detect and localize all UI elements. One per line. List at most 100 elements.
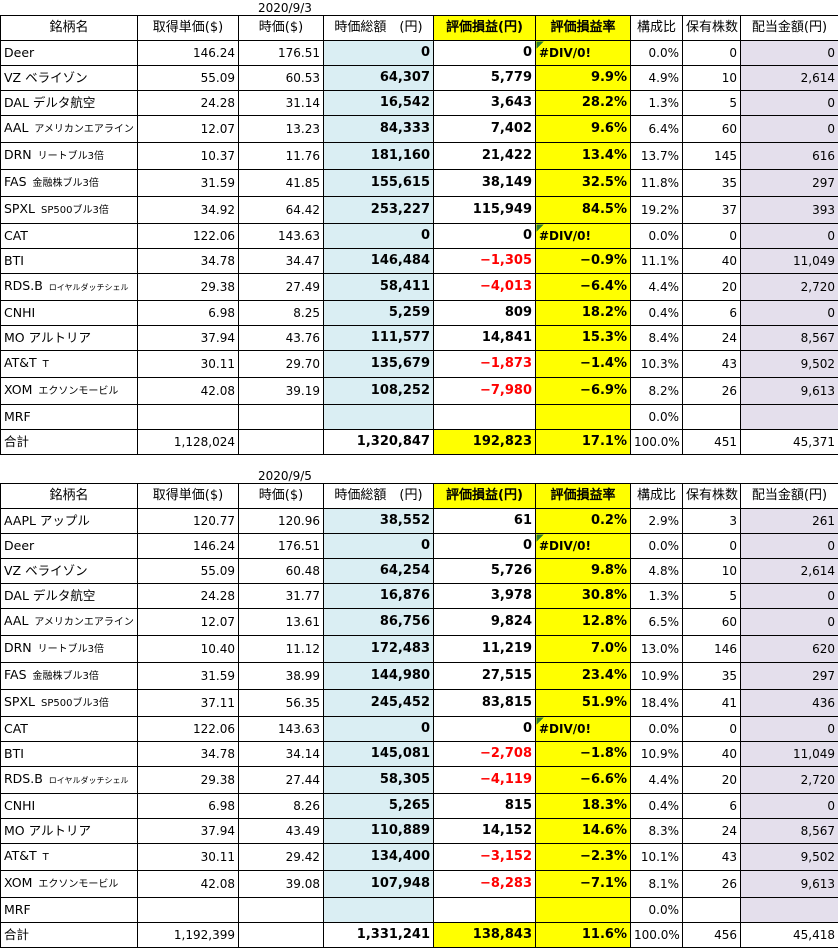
cell-shares: 10 [683,559,741,584]
header-row: 銘柄名取得単価($)時価($)時価総額 (円)評価損益(円)評価損益率構成比保有… [1,484,838,509]
ticker: SPXL [4,694,35,709]
cell-weight: 0.0% [631,534,683,559]
cell-cost: 10.40 [138,636,239,663]
cell-market-value: 0 [324,41,434,66]
cell-shares: 6 [683,794,741,819]
cell-shares: 0 [683,224,741,249]
portfolio-table-1: 銘柄名取得単価($)時価($)時価総額 (円)評価損益(円)評価損益率構成比保有… [0,15,838,455]
cell-weight: 4.8% [631,559,683,584]
ticker: RDS.B [4,771,43,786]
cell-gain-rate: #DIV/0! [536,717,631,742]
cell-weight: 2.9% [631,509,683,534]
cell-weight: 13.0% [631,636,683,663]
cell-market-value: 181,160 [324,143,434,170]
ticker: FAS [4,667,27,682]
cell-gain: 115,949 [434,197,536,224]
cell-dividend: 0 [741,301,838,326]
cell-shares: 24 [683,819,741,844]
cell-cost: 31.59 [138,170,239,197]
cell-market-value: 1,331,241 [324,923,434,948]
cell-dividend: 2,614 [741,66,838,91]
cell-market-value [324,405,434,430]
header-price: 時価($) [239,484,324,509]
ticker: MRF [4,902,31,917]
cell-gain-rate: 18.3% [536,794,631,819]
ticker: FAS [4,174,27,189]
cell-shares: 10 [683,66,741,91]
ticker: CAT [4,228,28,243]
cell-price: 8.26 [239,794,324,819]
cell-price: 64.42 [239,197,324,224]
cell-market-value: 58,411 [324,274,434,301]
cell-shares: 37 [683,197,741,224]
cell-name: BTI [1,249,138,274]
cell-dividend: 0 [741,41,838,66]
cell-weight: 11.1% [631,249,683,274]
cell-gain-rate: −1.8% [536,742,631,767]
cell-dividend: 2,720 [741,767,838,794]
cell-weight: 10.9% [631,742,683,767]
cell-shares: 456 [683,923,741,948]
cell-weight: 8.2% [631,378,683,405]
cell-name: Deer [1,41,138,66]
cell-gain: 38,149 [434,170,536,197]
cell-gain: −7,980 [434,378,536,405]
ticker: Deer [4,538,34,553]
cell-market-value: 245,452 [324,690,434,717]
cell-gain-rate: 17.1% [536,430,631,455]
cell-dividend: 9,502 [741,844,838,871]
cell-name: 合計 [1,430,138,455]
cell-shares [683,405,741,430]
cell-cost [138,405,239,430]
ticker-subname: ロイヤルダッチシェル [49,776,129,785]
cell-gain: 809 [434,301,536,326]
header-row: 銘柄名取得単価($)時価($)時価総額 (円)評価損益(円)評価損益率構成比保有… [1,16,838,41]
cell-market-value: 253,227 [324,197,434,224]
cell-name: MRF [1,898,138,923]
cell-price: 56.35 [239,690,324,717]
ticker: MO アルトリア [4,330,91,345]
cell-shares [683,898,741,923]
cell-gain-rate: 15.3% [536,326,631,351]
cell-gain-rate: #DIV/0! [536,41,631,66]
cell-gain-rate: 32.5% [536,170,631,197]
header-cost: 取得単価($) [138,16,239,41]
cell-market-value: 145,081 [324,742,434,767]
cell-dividend: 11,049 [741,249,838,274]
cell-gain-rate: −1.4% [536,351,631,378]
cell-dividend: 0 [741,116,838,143]
cell-gain [434,405,536,430]
cell-shares: 5 [683,584,741,609]
cell-gain-rate: 0.2% [536,509,631,534]
cell-price: 8.25 [239,301,324,326]
cell-dividend: 45,371 [741,430,838,455]
cell-market-value: 64,254 [324,559,434,584]
header-weight: 構成比 [631,484,683,509]
cell-market-value: 84,333 [324,116,434,143]
cell-shares: 0 [683,534,741,559]
cell-market-value: 107,948 [324,871,434,898]
cell-gain: 61 [434,509,536,534]
cell-shares: 20 [683,274,741,301]
header-dividend: 配当金額(円) [741,16,838,41]
cell-shares: 43 [683,351,741,378]
cell-name: MRF [1,405,138,430]
cell-weight: 13.7% [631,143,683,170]
cell-gain: 815 [434,794,536,819]
cell-gain: 138,843 [434,923,536,948]
cell-market-value: 5,265 [324,794,434,819]
cell-shares: 451 [683,430,741,455]
cell-gain: −3,152 [434,844,536,871]
cell-gain-rate: 84.5% [536,197,631,224]
